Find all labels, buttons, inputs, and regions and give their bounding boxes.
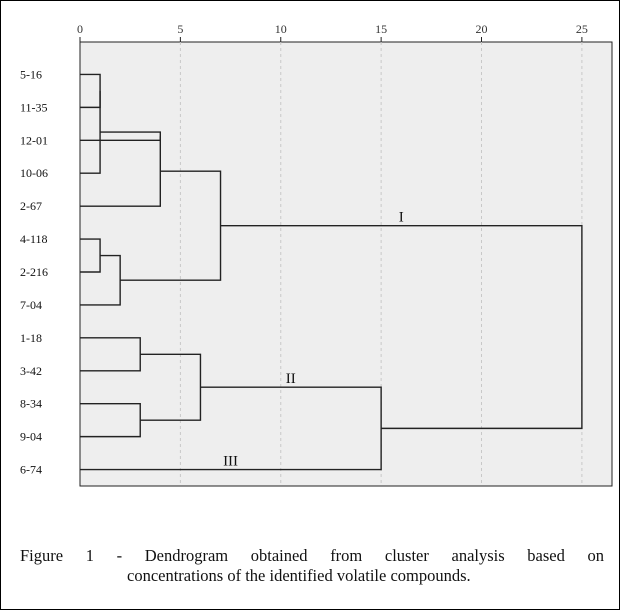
leaf-label: 5-16 bbox=[20, 67, 42, 81]
leaf-labels: 5-16 11-35 12-01 10-06 2-67 4-118 2-216 7-04 1-1… bbox=[20, 67, 48, 476]
leaf-label: 11-35 bbox=[20, 100, 48, 114]
dendrogram-link bbox=[80, 90, 101, 174]
dendrogram-link bbox=[80, 337, 141, 372]
x-tick-label: 20 bbox=[476, 22, 488, 36]
dendrogram-link bbox=[120, 170, 222, 281]
dendrogram-link bbox=[80, 402, 141, 438]
caption-word: from bbox=[330, 546, 363, 565]
dendrogram-link bbox=[80, 238, 101, 273]
leaf-label: 4-118 bbox=[20, 232, 48, 246]
figure-caption: Figure 1 - Dendrogram obtained from cluster ana… bbox=[20, 546, 604, 586]
leaf-label: 1-18 bbox=[20, 331, 42, 345]
caption-word: obtained bbox=[250, 546, 308, 565]
leaf-label: 2-216 bbox=[20, 265, 48, 279]
cluster-label: I bbox=[399, 210, 404, 226]
x-tick-label: 5 bbox=[177, 22, 183, 36]
dendrogram-chart: 0 5 10 15 20 25 5-16 11-35 12-01 10-06 2-67 4-118 2… bbox=[20, 22, 613, 487]
caption-word: cluster bbox=[384, 546, 429, 565]
plot-area bbox=[79, 41, 613, 487]
caption-word: 1 bbox=[85, 546, 94, 565]
leaf-label: 8-34 bbox=[20, 397, 42, 411]
caption-word: Dendrogram bbox=[144, 546, 229, 565]
caption-line-1: Figure 1 - Dendrogram obtained from cluster ana… bbox=[20, 546, 604, 566]
leaf-label: 9-04 bbox=[20, 430, 42, 444]
dendrogram-link bbox=[80, 136, 162, 207]
leaf-label: 6-74 bbox=[20, 463, 42, 477]
dendrogram-link bbox=[220, 225, 583, 430]
x-tick-label: 15 bbox=[375, 22, 387, 36]
leaf-label: 2-67 bbox=[20, 199, 42, 213]
leaf-label: 10-06 bbox=[20, 166, 48, 180]
caption-word: based bbox=[527, 546, 565, 565]
x-tick-label: 25 bbox=[576, 22, 588, 36]
leaf-label: 7-04 bbox=[20, 298, 42, 312]
caption-word: on bbox=[587, 546, 605, 565]
dendrogram-links bbox=[80, 73, 583, 471]
caption-word: analysis bbox=[451, 546, 505, 565]
leaf-label: 3-42 bbox=[20, 364, 42, 378]
caption-line-2: concentrations of the identified volatil… bbox=[127, 566, 471, 585]
dendrogram-link bbox=[80, 386, 382, 471]
x-axis-ticks: 0 5 10 15 20 25 bbox=[77, 22, 588, 42]
cluster-label: II bbox=[286, 371, 296, 387]
leaf-label: 12-01 bbox=[20, 133, 48, 147]
x-tick-label: 10 bbox=[275, 22, 287, 36]
caption-word: Figure bbox=[20, 546, 64, 565]
caption-word: - bbox=[116, 546, 123, 565]
x-tick-label: 0 bbox=[77, 22, 83, 36]
cluster-label: III bbox=[223, 454, 238, 470]
